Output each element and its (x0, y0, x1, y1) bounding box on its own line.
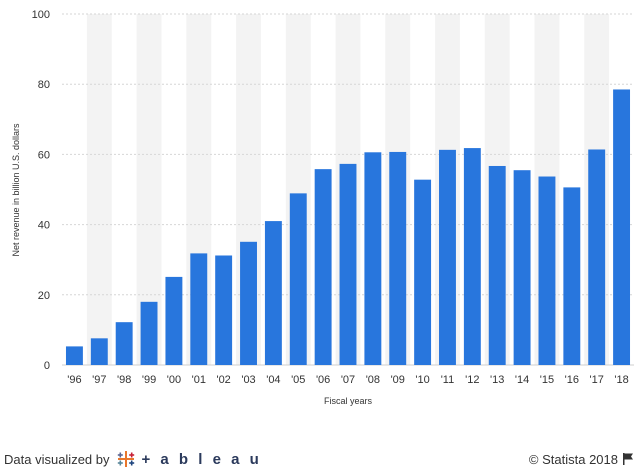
y-tick-label: 40 (38, 220, 50, 232)
x-tick-label: '10 (415, 374, 429, 386)
bar[interactable] (538, 176, 556, 365)
bar[interactable] (215, 255, 233, 365)
bar[interactable] (488, 165, 506, 365)
x-tick-label: '01 (192, 374, 206, 386)
y-tick-label: 20 (38, 290, 50, 302)
bars (65, 89, 631, 365)
bar[interactable] (289, 193, 307, 365)
x-axis-title: Fiscal years (324, 396, 373, 406)
bar[interactable] (389, 151, 407, 365)
y-axis-title: Net revenue in billion U.S. dollars (11, 123, 21, 257)
attribution-text: Data visualized by (4, 451, 110, 467)
x-tick-label: '12 (465, 374, 479, 386)
chart: 0 20 40 60 80 100 '96 '97 '98 '99 '00 '01 '02 '03 '04… (11, 9, 634, 406)
bar[interactable] (339, 163, 357, 365)
y-tick-labels: 0 20 40 60 80 100 (32, 9, 50, 372)
bar[interactable] (140, 301, 158, 365)
bar[interactable] (588, 149, 606, 365)
bar[interactable] (414, 179, 432, 365)
bar[interactable] (264, 221, 282, 365)
bar[interactable] (190, 253, 208, 365)
x-tick-label: '14 (515, 374, 529, 386)
bar[interactable] (314, 169, 332, 365)
tableau-cross-icon[interactable] (116, 449, 136, 469)
tableau-wordmark[interactable]: + a b l e a u (141, 450, 262, 468)
bar[interactable] (240, 241, 257, 365)
x-tick-label: '16 (565, 374, 579, 386)
x-tick-label: '13 (490, 374, 504, 386)
x-tick-label: '15 (540, 374, 554, 386)
y-tick-label: 60 (38, 149, 50, 161)
x-tick-labels: '96 '97 '98 '99 '00 '01 '02 '03 '04 '05 '06 '07 '08 '… (67, 374, 628, 386)
x-tick-label: '06 (316, 374, 330, 386)
bar[interactable] (364, 152, 382, 365)
y-tick-label: 100 (32, 9, 50, 21)
x-tick-label: '02 (216, 374, 230, 386)
x-tick-label: '00 (167, 374, 181, 386)
bar[interactable] (613, 89, 631, 365)
x-tick-label: '96 (67, 374, 81, 386)
x-tick-label: '18 (614, 374, 628, 386)
bar[interactable] (463, 148, 481, 365)
x-tick-label: '03 (241, 374, 255, 386)
bar[interactable] (563, 187, 581, 365)
x-tick-label: '11 (441, 374, 455, 386)
bar[interactable] (439, 149, 456, 365)
band-1 (86, 14, 112, 365)
x-tick-label: '98 (117, 374, 131, 386)
x-tick-label: '09 (391, 374, 405, 386)
bar[interactable] (165, 276, 183, 365)
copyright-text[interactable]: © Statista 2018 (528, 451, 618, 467)
bar[interactable] (65, 346, 83, 365)
bar[interactable] (90, 338, 108, 365)
y-tick-label: 80 (38, 79, 50, 91)
bar[interactable] (513, 170, 531, 365)
x-tick-label: '08 (366, 374, 380, 386)
flag-icon[interactable] (622, 452, 634, 466)
y-tick-label: 0 (44, 360, 50, 372)
footer-copyright: © Statista 2018 (529, 449, 634, 469)
x-tick-label: '07 (341, 374, 355, 386)
x-tick-label: '99 (142, 374, 156, 386)
footer-attribution: Data visualized by + a b l e a u (4, 449, 262, 469)
x-tick-label: '17 (590, 374, 604, 386)
x-tick-label: '04 (266, 374, 280, 386)
bar[interactable] (115, 322, 133, 365)
x-tick-label: '05 (291, 374, 305, 386)
x-tick-label: '97 (92, 374, 106, 386)
